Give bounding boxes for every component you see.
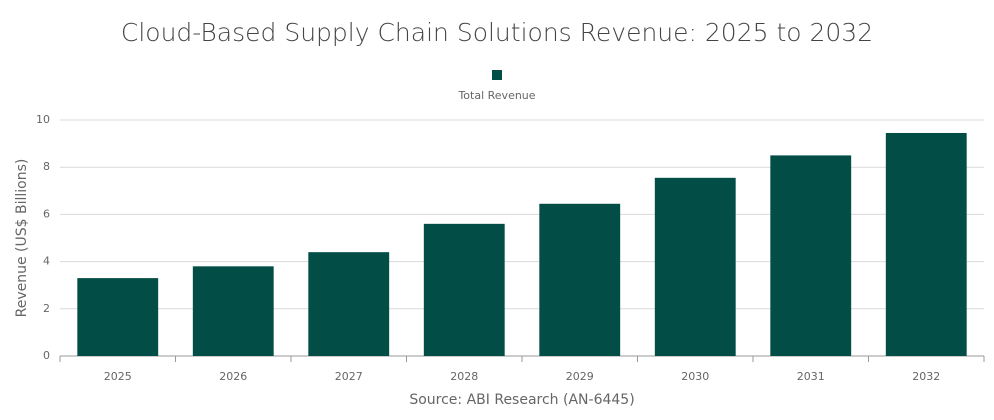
x-tick-label: 2027: [335, 370, 363, 383]
source-note: Source: ABI Research (AN-6445): [409, 392, 634, 408]
x-tick-label: 2025: [104, 370, 132, 383]
bar: [192, 266, 274, 356]
bar: [77, 278, 159, 356]
bar: [423, 223, 505, 356]
legend-label[interactable]: Total Revenue: [457, 89, 535, 102]
x-tick-label: 2031: [797, 370, 825, 383]
y-tick-label: 8: [43, 160, 50, 173]
bar: [770, 155, 852, 356]
bar: [654, 177, 736, 356]
bar: [885, 132, 967, 356]
x-tick-label: 2028: [450, 370, 478, 383]
y-tick-label: 0: [43, 349, 50, 362]
y-tick-label: 2: [43, 302, 50, 315]
x-tick-label: 2029: [566, 370, 594, 383]
y-tick-label: 4: [43, 255, 50, 268]
x-tick-label: 2032: [912, 370, 940, 383]
y-tick-label: 10: [36, 113, 50, 126]
bar: [539, 203, 621, 356]
bar: [308, 252, 390, 356]
x-tick-label: 2030: [681, 370, 709, 383]
legend-swatch[interactable]: [492, 70, 502, 80]
y-tick-label: 6: [43, 207, 50, 220]
y-axis-title: Revenue (US$ Billions): [14, 159, 30, 318]
x-tick-label: 2026: [219, 370, 247, 383]
chart-title: Cloud-Based Supply Chain Solutions Reven…: [121, 18, 873, 47]
